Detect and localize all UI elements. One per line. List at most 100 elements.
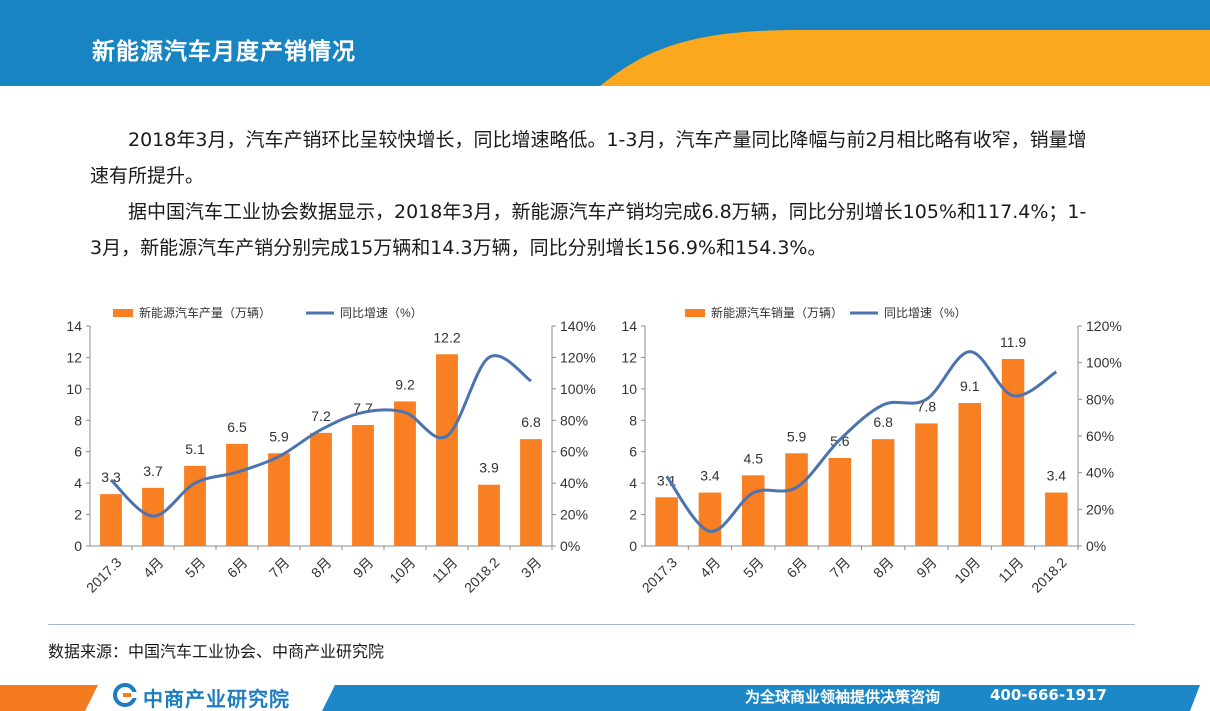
bar-data-label: 4.5: [744, 450, 764, 466]
body-text: 2018年3月，汽车产销环比呈较快增长，同比增速略低。1-3月，汽车产量同比降幅…: [90, 122, 1090, 266]
y-left-tick-label: 6: [74, 444, 82, 460]
x-tick-label: 2018.2: [461, 554, 503, 596]
x-tick-label: 11月: [995, 554, 1026, 585]
bar-data-label: 5.9: [269, 428, 289, 444]
x-tick-label: 9月: [913, 554, 940, 581]
y-right-tick-label: 120%: [1086, 318, 1122, 334]
logo-icon: [113, 683, 139, 707]
y-right-tick-label: 40%: [560, 475, 588, 491]
chart-svg: 024681012140%20%40%60%80%100%120%3.12017…: [621, 305, 1122, 596]
header-banner: 新能源汽车月度产销情况: [0, 0, 1210, 86]
bar: [226, 443, 248, 546]
y-left-tick-label: 2: [74, 507, 82, 523]
y-left-tick-label: 0: [629, 538, 637, 554]
x-tick-label: 11月: [429, 554, 460, 585]
production-chart: 0 2 4 6 8 10 12 14 0% 20% 40% 60% 80% 100% 120% 140% 3.3…: [40, 300, 600, 610]
page-title: 新能源汽车月度产销情况: [92, 39, 356, 65]
x-tick-label: 9月: [350, 554, 377, 581]
bar-data-label: 3.9: [479, 460, 499, 476]
bar-data-label: 3.7: [143, 463, 163, 479]
x-tick-label: 10月: [951, 554, 983, 586]
data-source: 数据来源：中国汽车工业协会、中商产业研究院: [48, 642, 385, 661]
bar: [871, 439, 895, 546]
x-tick-label: 7月: [827, 554, 854, 581]
y-right-tick-label: 80%: [1086, 391, 1114, 407]
x-tick-label: 5月: [740, 554, 767, 581]
bar: [915, 423, 938, 546]
y-left-tick-label: 10: [66, 381, 82, 397]
bar-data-label: 5.9: [787, 428, 807, 444]
bar-data-label: 11.9: [1000, 334, 1026, 350]
y-right-tick-label: 100%: [1086, 355, 1122, 371]
x-tick-label: 2017.3: [639, 554, 681, 596]
y-right-tick-label: 0%: [560, 538, 580, 554]
logo-text: 中商产业研究院: [143, 687, 290, 711]
bar-data-label: 6.5: [227, 419, 247, 435]
growth-line: [665, 350, 1058, 533]
x-tick-label: 4月: [140, 554, 167, 581]
y-left-tick-label: 4: [74, 475, 82, 491]
y-right-tick-label: 60%: [1086, 428, 1114, 444]
legend-swatch-bar: [685, 309, 705, 317]
bar-data-label: 12.2: [433, 329, 460, 345]
y-right-tick-label: 20%: [1086, 501, 1114, 517]
bar: [100, 494, 122, 546]
growth-line: [109, 354, 532, 518]
y-right-tick-label: 20%: [560, 507, 588, 523]
bar-data-label: 6.8: [873, 414, 893, 430]
legend-swatch-bar: [113, 309, 133, 317]
paragraph-2: 据中国汽车工业协会数据显示，2018年3月，新能源汽车产销均完成6.8万辆，同比…: [90, 201, 1087, 259]
x-tick-label: 10月: [386, 554, 418, 586]
x-tick-label: 7月: [266, 554, 293, 581]
y-left-tick-label: 12: [621, 349, 637, 365]
x-tick-label: 2018.2: [1028, 554, 1070, 596]
sales-chart: 0 2 4 6 8 10 12 14 0% 20% 40% 60% 80% 100% 120% 3.1 2017…: [600, 300, 1160, 610]
y-right-tick-label: 60%: [560, 444, 588, 460]
y-right-tick-label: 0%: [1086, 538, 1106, 554]
y-left-tick-label: 14: [621, 318, 637, 334]
paragraph-1: 2018年3月，汽车产销环比呈较快增长，同比增速略低。1-3月，汽车产量同比降幅…: [90, 129, 1087, 187]
y-left-tick-label: 6: [629, 444, 637, 460]
bar: [352, 425, 374, 546]
x-tick-label: 3月: [518, 554, 545, 581]
bar: [828, 458, 852, 546]
footer-phone: 400-666-1917: [990, 686, 1107, 704]
y-left-tick-label: 8: [629, 412, 637, 428]
y-right-tick-label: 140%: [560, 318, 596, 334]
footer-background: [0, 685, 1200, 711]
y-left-tick-label: 12: [66, 349, 82, 365]
y-left-tick-label: 2: [629, 507, 637, 523]
bar: [184, 465, 206, 546]
x-tick-label: 5月: [182, 554, 209, 581]
y-left-tick-label: 8: [74, 412, 82, 428]
bar: [478, 484, 500, 546]
bar: [436, 354, 458, 546]
x-tick-label: 6月: [783, 554, 810, 581]
bar: [655, 497, 678, 546]
footer-banner: [0, 681, 1210, 711]
bar-data-label: 9.2: [395, 376, 415, 392]
bar: [958, 403, 982, 546]
bar: [1001, 359, 1025, 546]
legend-label-line: 同比增速（%）: [340, 306, 423, 320]
bar-data-label: 7.2: [311, 408, 331, 424]
bar: [520, 439, 542, 546]
x-tick-label: 6月: [224, 554, 251, 581]
bar-data-label: 9.1: [960, 378, 980, 394]
x-tick-label: 8月: [308, 554, 335, 581]
header-background: [0, 0, 1210, 86]
y-right-tick-label: 40%: [1086, 465, 1114, 481]
chart-svg: 024681012140%20%40%60%80%100%120%140%3.3…: [66, 305, 596, 596]
y-left-tick-label: 14: [66, 318, 82, 334]
footer-slogan: 为全球商业领袖提供决策咨询: [745, 688, 941, 706]
legend-label-line: 同比增速（%）: [884, 306, 967, 320]
bar: [268, 453, 290, 546]
legend-label-bar: 新能源汽车产量（万辆）: [139, 305, 271, 320]
y-left-tick-label: 0: [74, 538, 82, 554]
x-tick-label: 8月: [870, 554, 897, 581]
bar: [394, 401, 416, 546]
bar: [310, 432, 332, 546]
y-right-tick-label: 80%: [560, 412, 588, 428]
bar-data-label: 5.1: [185, 441, 205, 457]
y-left-tick-label: 4: [629, 475, 637, 491]
